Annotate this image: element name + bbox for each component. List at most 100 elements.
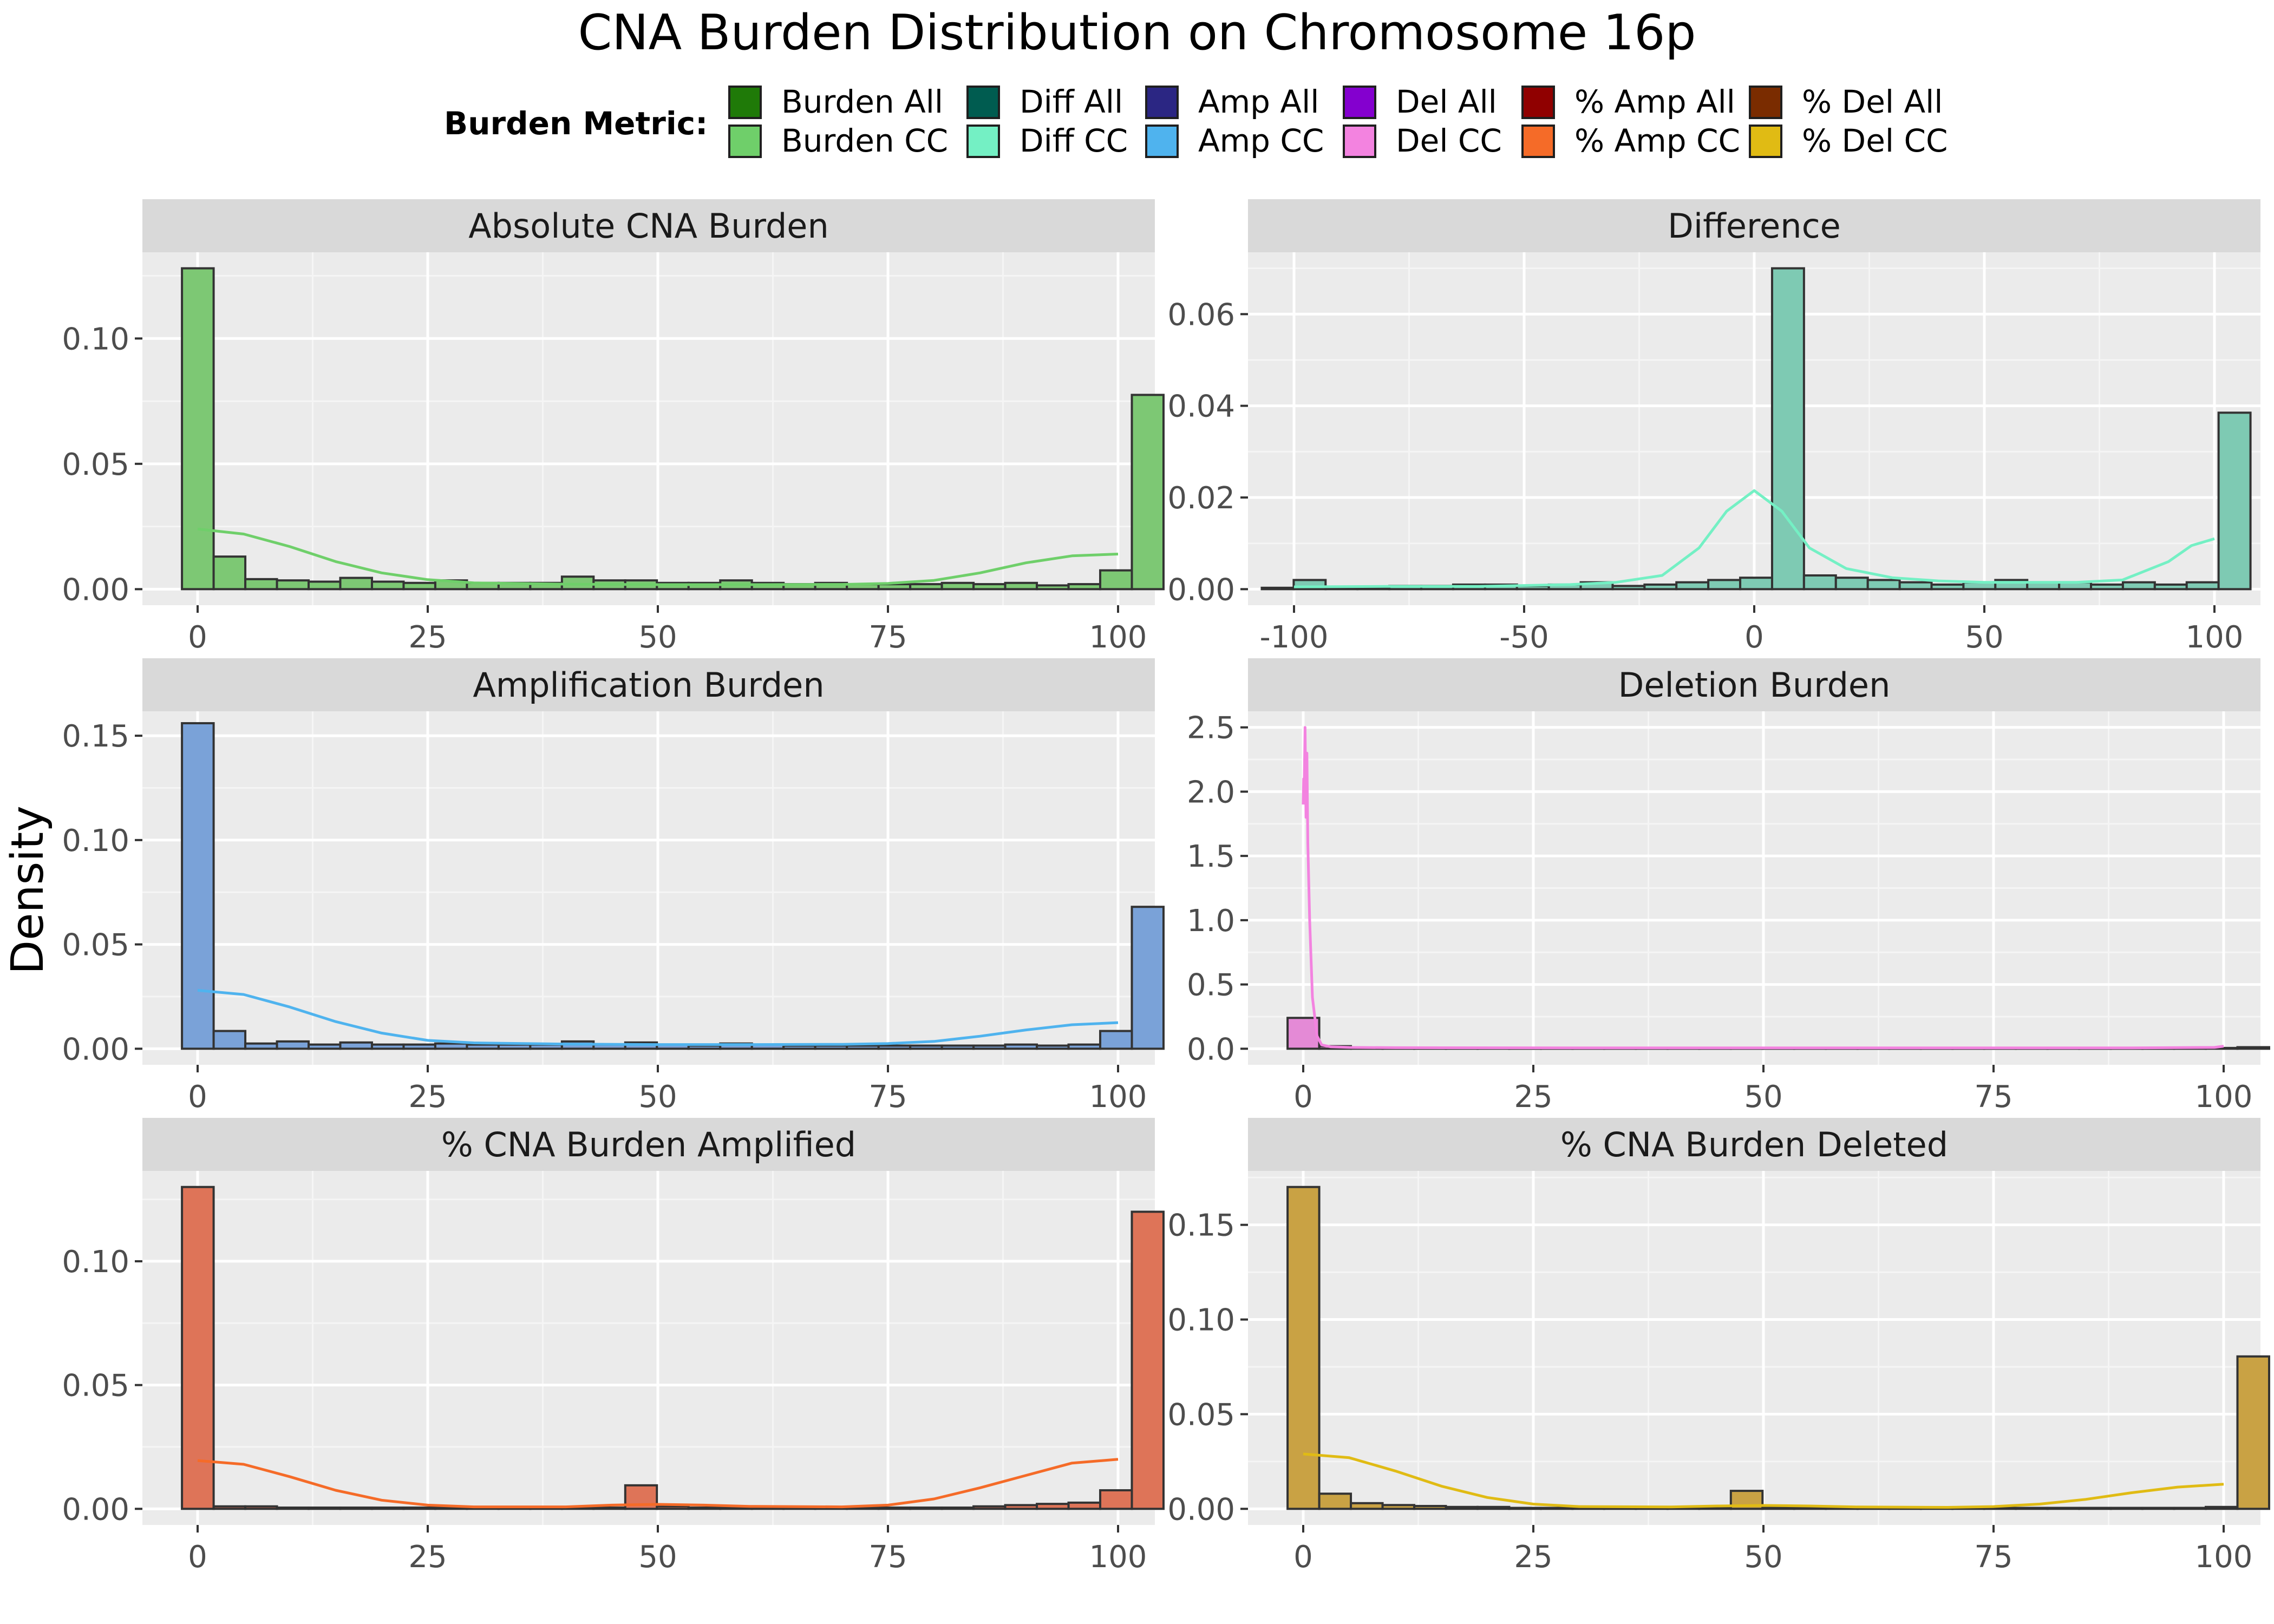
histogram-bar <box>1036 1503 1070 1510</box>
density-curve <box>1303 1452 2224 1509</box>
y-tick-label: 0.00 <box>1167 572 1235 607</box>
histogram-bar <box>1099 569 1133 591</box>
legend-label: Amp All <box>1198 83 1319 120</box>
x-tick-label: 100 <box>1089 1079 1147 1115</box>
x-tick-label: 0 <box>188 1079 207 1115</box>
histogram-bar <box>244 578 278 591</box>
histogram-bar <box>1350 1502 1384 1510</box>
histogram-bar <box>1707 579 1742 591</box>
panel-title: Deletion Burden <box>1618 665 1891 705</box>
x-tick-label: 0 <box>1744 620 1764 655</box>
x-tick-label: 50 <box>1744 1079 1782 1115</box>
legend-label: Amp CC <box>1198 122 1324 159</box>
x-tick-label: 0 <box>188 1540 207 1575</box>
histogram-bar <box>1036 584 1070 591</box>
histogram-bar <box>1866 579 1901 591</box>
panel-title: Difference <box>1668 206 1841 246</box>
y-tick-label: 0.10 <box>62 322 129 357</box>
histogram-bar <box>212 1505 247 1510</box>
histogram-bar <box>1983 1507 2017 1510</box>
legend-label: Diff All <box>1020 83 1123 120</box>
y-tick-label: 0.05 <box>62 1368 129 1404</box>
x-tick-label: -50 <box>1499 620 1548 655</box>
histogram-bar <box>244 1505 278 1510</box>
histogram-bar <box>2173 1507 2207 1510</box>
histogram-bar <box>308 580 342 591</box>
x-tick-label: 25 <box>1514 1540 1552 1575</box>
histogram-bar <box>1131 394 1165 591</box>
histogram-bar <box>2217 411 2252 591</box>
histogram-bar <box>1356 586 1391 591</box>
panel-title: % CNA Burden Amplified <box>441 1125 856 1164</box>
legend-key <box>1749 125 1782 158</box>
legend-key <box>728 125 762 158</box>
histogram-bar <box>656 1505 690 1510</box>
x-tick-label: 100 <box>1089 620 1147 655</box>
histogram-bar <box>972 583 1007 591</box>
histogram-bar <box>782 1044 816 1050</box>
histogram-bar <box>940 581 975 591</box>
panel-strip <box>142 1118 1155 1171</box>
histogram-bar <box>497 1043 532 1050</box>
histogram-bar <box>276 1506 310 1510</box>
histogram-bar <box>1508 1507 1542 1510</box>
histogram-bar <box>687 1044 722 1050</box>
y-tick-label: 2.5 <box>1187 711 1235 746</box>
histogram-bar <box>846 1044 880 1050</box>
legend-key <box>1521 125 1555 158</box>
histogram-bar <box>719 1506 753 1510</box>
histogram-bar <box>1611 585 1646 591</box>
histogram-bar <box>370 1506 405 1510</box>
histogram-bar <box>1571 1507 1605 1510</box>
histogram-bar <box>2236 1355 2270 1510</box>
histogram-bar <box>1067 1043 1102 1050</box>
y-tick-label: 0.5 <box>1187 968 1235 1003</box>
histogram-bar <box>1099 1030 1133 1050</box>
histogram-bar <box>1930 583 1965 591</box>
histogram-bar <box>339 1041 373 1050</box>
histogram-bar <box>2046 1507 2081 1510</box>
histogram-bar <box>1004 1043 1038 1050</box>
histogram-bar <box>1131 906 1165 1050</box>
histogram-bar <box>1381 1504 1416 1510</box>
x-tick-label: 50 <box>1744 1540 1782 1575</box>
y-tick-label: 0.15 <box>62 719 129 754</box>
x-tick-label: -100 <box>1259 620 1328 655</box>
panel-background <box>142 252 1155 605</box>
legend-key <box>1145 125 1179 158</box>
histogram-bar <box>212 555 247 591</box>
y-tick-label: 0.00 <box>62 1032 129 1067</box>
histogram-bar <box>1036 1044 1070 1050</box>
histogram-bar <box>1260 586 1295 591</box>
histogram-bar <box>244 1042 278 1050</box>
histogram-bar <box>2236 1046 2270 1050</box>
histogram-bar <box>1834 577 1869 591</box>
y-tick-label: 0.00 <box>1167 1492 1235 1527</box>
legend-label: Del CC <box>1396 122 1502 159</box>
panel-strip <box>1248 199 2260 252</box>
histogram-bar <box>402 1506 436 1510</box>
y-tick-label: 0.00 <box>62 572 129 607</box>
histogram-bar <box>940 1044 975 1050</box>
panel: Amplification Burden 0 25 50 75 100 0.00 0.05 0.… <box>62 658 1165 1115</box>
legend-label: % Del CC <box>1802 122 1948 159</box>
histogram-bar <box>687 1506 722 1510</box>
panel: % CNA Burden Amplified 0 25 50 75 100 0.00 0.05… <box>62 1118 1165 1575</box>
histogram-bar <box>1643 583 1678 591</box>
histogram-bar <box>1004 1504 1038 1510</box>
panel: Deletion Burden 0 25 50 75 100 0.0 0.5 1.0 1.5 2.0… <box>1187 658 2270 1115</box>
y-tick-label: 0.00 <box>62 1492 129 1527</box>
legend-key <box>728 86 762 119</box>
legend-key <box>966 125 1000 158</box>
histogram-bar <box>466 1043 500 1050</box>
legend-key <box>1145 86 1179 119</box>
density-curve <box>197 988 1119 1046</box>
histogram-bar <box>181 1186 215 1510</box>
histogram-bar <box>2153 583 2188 591</box>
histogram-bar <box>1099 1489 1133 1510</box>
legend-key <box>1521 86 1555 119</box>
histogram-bar <box>940 1506 975 1510</box>
panel-background <box>1248 1171 2260 1525</box>
histogram-bar <box>2141 1507 2175 1510</box>
histogram-bar <box>370 1043 405 1050</box>
